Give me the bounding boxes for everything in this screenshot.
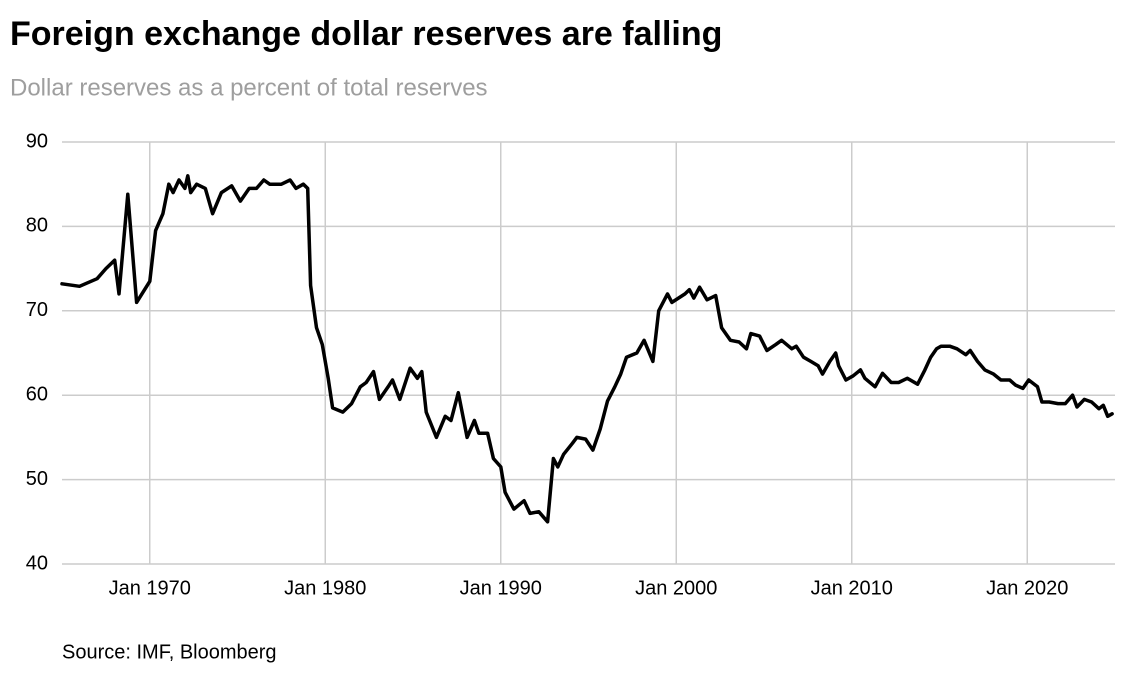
y-tick-label: 70 (26, 299, 48, 321)
x-tick-label: Jan 2020 (986, 577, 1068, 599)
chart-subtitle: Dollar reserves as a percent of total re… (10, 74, 488, 101)
source-note: Source: IMF, Bloomberg (62, 641, 277, 663)
data-line (60, 174, 1114, 524)
x-tick-label: Jan 1980 (284, 577, 366, 599)
y-tick-label: 40 (26, 552, 48, 574)
y-tick-label: 50 (26, 468, 48, 490)
x-tick-label: Jan 1970 (109, 577, 191, 599)
y-tick-label: 60 (26, 383, 48, 405)
x-tick-label: Jan 2010 (811, 577, 893, 599)
x-tick-label: Jan 1990 (460, 577, 542, 599)
chart-title: Foreign exchange dollar reserves are fal… (10, 15, 722, 53)
y-tick-label: 80 (26, 215, 48, 237)
x-tick-label: Jan 2000 (635, 577, 717, 599)
y-tick-label: 90 (26, 130, 48, 152)
